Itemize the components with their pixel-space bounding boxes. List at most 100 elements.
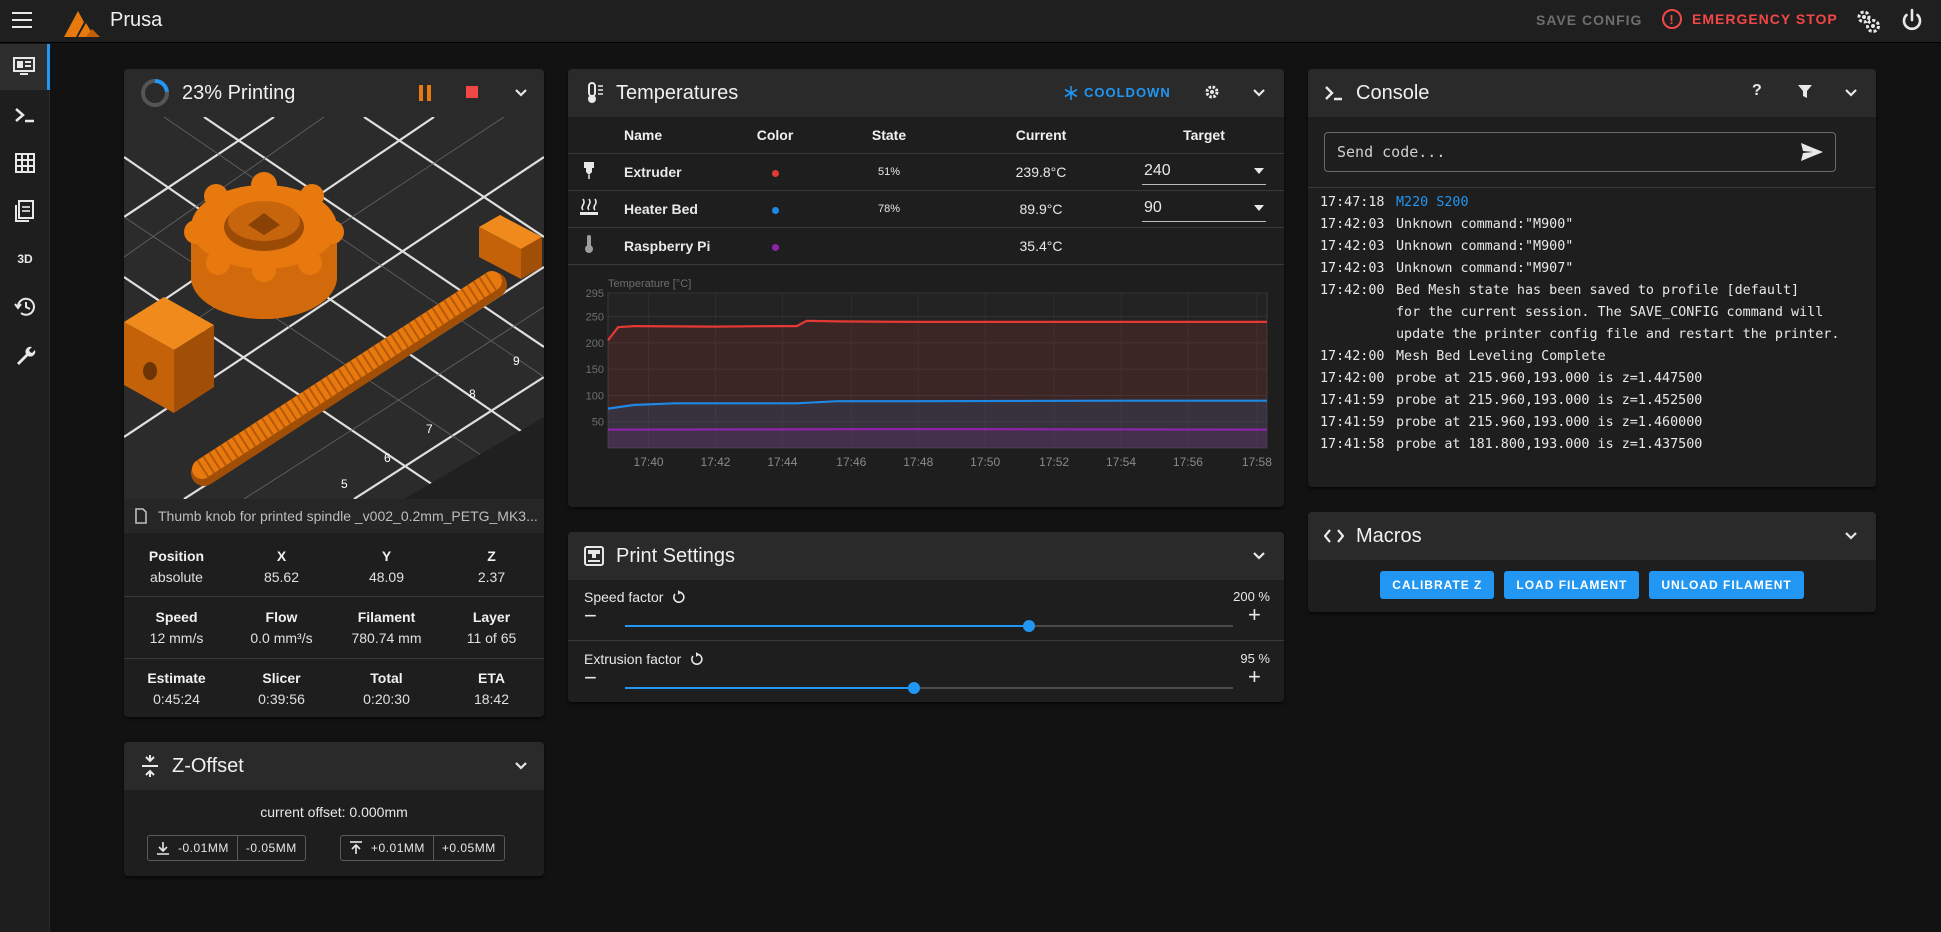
target-value: 90	[1144, 199, 1162, 216]
emergency-stop-label: EMERGENCY STOP	[1692, 11, 1838, 27]
y-tick-label: 200	[586, 338, 604, 350]
zoffset-down-small-button[interactable]: -0.01MM	[148, 836, 237, 860]
speed-minus-icon[interactable]: −	[584, 603, 597, 628]
y-tick-label: 100	[586, 390, 604, 402]
arrow-up-icon	[350, 841, 362, 854]
pause-icon	[419, 85, 431, 101]
stop-button[interactable]	[465, 85, 479, 104]
position-row: Position absolute X 85.62 Y 48.09 Z 2.37	[124, 548, 544, 585]
series-area-2	[608, 429, 1267, 448]
zoffset-up-small-button[interactable]: +0.01MM	[341, 836, 433, 860]
power-icon[interactable]	[1898, 7, 1926, 35]
stat-value: 18:42	[473, 691, 510, 707]
console-line: 17:41:58 probe at 181.800,193.000 is z=1.…	[1308, 434, 1874, 456]
emergency-stop-button[interactable]: ! EMERGENCY STOP	[1662, 9, 1838, 29]
console-message: Mesh Bed Leveling Complete	[1396, 349, 1606, 364]
slider-thumb[interactable]	[907, 682, 920, 694]
stat-value: 11 of 65	[466, 630, 517, 646]
reset-icon[interactable]	[689, 652, 703, 666]
bed-target-input[interactable]: 90	[1142, 196, 1266, 222]
console-timestamp: 17:41:59	[1320, 415, 1385, 430]
series-line-2	[607, 428, 1268, 431]
pause-button[interactable]	[417, 84, 433, 107]
console-line: 17:41:59 probe at 215.960,193.000 is z=1.…	[1308, 412, 1874, 434]
nav-files[interactable]	[0, 188, 50, 234]
console-line: 17:42:00 Bed Mesh state has been saved to…	[1308, 280, 1874, 346]
nav-console[interactable]	[0, 92, 50, 138]
nav-history[interactable]	[0, 284, 50, 330]
unload-filament-button[interactable]: UNLOAD FILAMENT	[1649, 571, 1804, 599]
status-card: 23% Printing 5 6 7	[124, 69, 544, 717]
target-value: 240	[1144, 162, 1171, 179]
extrusion-factor-label-group: Extrusion factor	[584, 651, 703, 667]
console-line: 17:47:18 M220 S200	[1308, 192, 1874, 214]
console-timestamp: 17:41:58	[1320, 437, 1385, 452]
console-command-input[interactable]: Send code...	[1324, 132, 1836, 172]
extrusion-factor-slider[interactable]	[625, 682, 1233, 694]
load-filament-button[interactable]: LOAD FILAMENT	[1504, 571, 1640, 599]
history-icon	[14, 297, 35, 316]
z-offset-icon	[142, 755, 158, 777]
chevron-down-icon[interactable]	[1844, 529, 1858, 543]
zoffset-down-large-button[interactable]: -0.05MM	[236, 836, 305, 860]
zoffset-down-group: -0.01MM -0.05MM	[147, 835, 306, 861]
console-message: Bed Mesh state has been saved to profile…	[1396, 283, 1840, 342]
gear-icon[interactable]	[1204, 84, 1220, 100]
nav-dashboard[interactable]	[0, 44, 50, 90]
console-timestamp: 17:42:00	[1320, 283, 1385, 298]
temperature-chart[interactable]: Temperature [°C] 295 250 200 150 100 50 17:40…	[568, 275, 1284, 507]
divider	[124, 596, 544, 597]
printer-icon	[584, 546, 604, 566]
settings-gears-icon[interactable]	[1854, 7, 1882, 35]
stat-label: Z	[487, 548, 496, 564]
axis-label-5: 5	[341, 477, 348, 491]
speed-plus-icon[interactable]: +	[1248, 602, 1261, 627]
sensor-state	[820, 227, 958, 265]
zoffset-up-group: +0.01MM +0.05MM	[340, 835, 505, 861]
stat-label: Position	[148, 548, 205, 564]
console-line: 17:42:03 Unknown command:"M907"	[1308, 258, 1874, 280]
cooldown-button[interactable]: COOLDOWN	[1064, 85, 1171, 100]
reset-icon[interactable]	[671, 590, 686, 604]
sensor-color-dot[interactable]	[771, 243, 779, 251]
nav-heightmap[interactable]	[0, 140, 50, 186]
chevron-down-icon[interactable]	[1252, 86, 1266, 100]
heater-color-dot[interactable]	[771, 169, 779, 177]
cooldown-label: COOLDOWN	[1084, 85, 1171, 100]
heater-state: 51%	[820, 153, 958, 191]
save-config-button[interactable]: SAVE CONFIG	[1536, 12, 1643, 28]
help-button[interactable]: ?	[1752, 82, 1762, 99]
heater-color-dot[interactable]	[771, 206, 779, 214]
console-input-placeholder: Send code...	[1337, 143, 1446, 161]
stat-label: X	[276, 548, 287, 564]
extrusion-minus-icon[interactable]: −	[584, 665, 597, 690]
stat-label: Total	[370, 670, 403, 686]
stat-label: Filament	[357, 609, 416, 625]
chevron-down-icon[interactable]	[514, 759, 528, 773]
console-timestamp: 17:42:03	[1320, 261, 1385, 276]
chevron-down-icon[interactable]	[1252, 549, 1266, 563]
menu-icon[interactable]	[12, 12, 32, 28]
console-message: Unknown command:"M900"	[1396, 239, 1574, 254]
divider	[124, 658, 544, 659]
zoffset-up-large-button[interactable]: +0.05MM	[432, 836, 504, 860]
slider-fill	[625, 687, 914, 689]
table-row: Raspberry Pi 35.4°C	[568, 227, 1284, 265]
dropdown-caret-icon	[1254, 205, 1264, 211]
slider-thumb[interactable]	[1023, 620, 1036, 632]
send-icon[interactable]	[1801, 143, 1823, 161]
heater-state: 78%	[820, 190, 958, 228]
nav-machine[interactable]	[0, 332, 50, 378]
calibrate-z-button[interactable]: CALIBRATE Z	[1380, 571, 1495, 599]
speed-factor-slider[interactable]	[625, 620, 1233, 632]
stat-y: Y 48.09	[334, 548, 439, 585]
x-tick-label: 17:42	[700, 455, 730, 469]
chevron-down-icon[interactable]	[1844, 86, 1858, 100]
chevron-down-icon[interactable]	[514, 86, 528, 100]
extruder-target-input[interactable]: 240	[1142, 159, 1266, 185]
extrusion-plus-icon[interactable]: +	[1248, 664, 1261, 689]
console-log[interactable]: 17:47:18 M220 S200 17:42:03 Unknown command…	[1308, 187, 1874, 479]
3d-view-icon[interactable]: 3D	[17, 252, 33, 266]
filter-icon[interactable]	[1798, 85, 1812, 99]
console-message: probe at 215.960,193.000 is z=1.452500	[1396, 393, 1703, 408]
